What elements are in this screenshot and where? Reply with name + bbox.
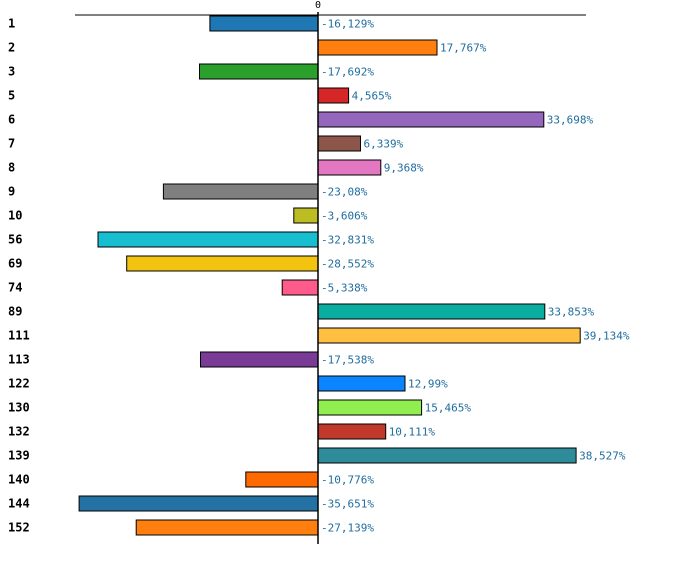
category-label-139: 139	[8, 449, 30, 463]
category-label-89: 89	[8, 305, 22, 319]
value-label-3: -17,692%	[321, 66, 374, 79]
value-label-10: -3,606%	[321, 210, 368, 223]
bar-2	[317, 39, 438, 56]
category-label-132: 132	[8, 425, 30, 439]
bar-74	[281, 279, 319, 296]
bar-1	[209, 15, 319, 32]
category-label-1: 1	[8, 17, 15, 31]
category-label-6: 6	[8, 113, 15, 127]
value-labels-group: -16,129% 17,767% -17,692% 4,565% 33,698% 6,33…	[321, 18, 630, 535]
bar-5	[317, 87, 350, 104]
value-label-132: 10,111%	[389, 426, 436, 439]
category-label-152: 152	[8, 521, 30, 535]
value-label-7: 6,339%	[364, 138, 404, 151]
bar-8	[317, 159, 382, 176]
category-label-56: 56	[8, 233, 22, 247]
value-label-5: 4,565%	[352, 90, 392, 103]
value-label-8: 9,368%	[384, 162, 424, 175]
bar-3	[199, 63, 319, 80]
bar-111	[317, 327, 581, 344]
category-label-10: 10	[8, 209, 22, 223]
value-label-140: -10,776%	[321, 474, 374, 487]
category-label-113: 113	[8, 353, 30, 367]
value-label-74: -5,338%	[321, 282, 368, 295]
value-label-2: 17,767%	[440, 42, 487, 55]
value-label-56: -32,831%	[321, 234, 374, 247]
value-label-89: 33,853%	[548, 306, 595, 319]
bar-122	[317, 375, 406, 392]
value-label-144: -35,651%	[321, 498, 374, 511]
category-label-130: 130	[8, 401, 30, 415]
value-label-9: -23,08%	[321, 186, 368, 199]
category-label-2: 2	[8, 41, 15, 55]
value-label-6: 33,698%	[547, 114, 594, 127]
bar-139	[317, 447, 577, 464]
value-label-111: 39,134%	[583, 330, 630, 343]
bar-140	[245, 471, 319, 488]
category-label-144: 144	[8, 497, 30, 511]
category-label-3: 3	[8, 65, 15, 79]
bar-56	[97, 231, 319, 248]
bar-69	[126, 255, 319, 272]
bar-89	[317, 303, 546, 320]
bar-10	[293, 207, 319, 224]
category-label-69: 69	[8, 257, 22, 271]
zero-tick-label: 0	[315, 0, 321, 11]
category-label-111: 111	[8, 329, 30, 343]
value-label-113: -17,538%	[321, 354, 374, 367]
category-label-140: 140	[8, 473, 30, 487]
bar-152	[135, 519, 319, 536]
bar-9	[162, 183, 319, 200]
value-label-152: -27,139%	[321, 522, 374, 535]
bars-group	[78, 15, 581, 536]
value-label-1: -16,129%	[321, 18, 374, 31]
bar-6	[317, 111, 545, 128]
value-label-130: 15,465%	[425, 402, 472, 415]
bar-113	[200, 351, 319, 368]
category-label-7: 7	[8, 137, 15, 151]
category-labels-group: 1235678910566974891111131221301321391401…	[8, 17, 30, 535]
bar-132	[317, 423, 387, 440]
category-label-8: 8	[8, 161, 15, 175]
bar-130	[317, 399, 423, 416]
category-label-122: 122	[8, 377, 30, 391]
category-label-5: 5	[8, 89, 15, 103]
category-label-9: 9	[8, 185, 15, 199]
value-label-139: 38,527%	[579, 450, 626, 463]
value-label-69: -28,552%	[321, 258, 374, 271]
bar-144	[78, 495, 319, 512]
value-label-122: 12,99%	[408, 378, 448, 391]
bar-7	[317, 135, 361, 152]
category-label-74: 74	[8, 281, 22, 295]
